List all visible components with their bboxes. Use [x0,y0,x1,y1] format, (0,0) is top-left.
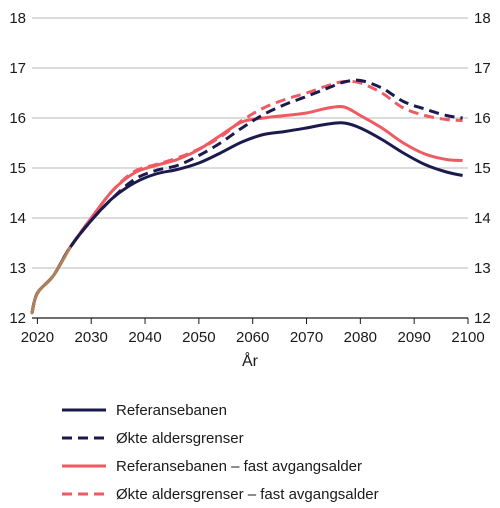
y-tick-label-left: 12 [9,310,26,327]
y-tick-label-right: 13 [474,260,491,277]
y-tick-label-left: 13 [9,260,26,277]
x-tick-label: 2090 [397,329,430,346]
y-tick-label-left: 15 [9,160,26,177]
x-tick-label: 2060 [236,329,269,346]
y-axis-right-ticks: 12 13 14 15 16 17 18 [474,10,491,327]
series-line-4 [30,79,463,314]
y-tick-label-right: 15 [474,160,491,177]
x-axis-label: År [242,351,259,370]
x-axis: 2020 2030 2040 2050 2060 2070 2080 2090 2100 [21,318,485,346]
y-tick-label-right: 18 [474,10,491,27]
y-tick-label-right: 14 [474,210,491,227]
y-axis-left-ticks: 12 13 14 15 16 17 18 [9,10,26,327]
legend-label-1: Referansebanen [116,402,227,419]
y-tick-label-left: 18 [9,10,26,27]
shared-history-segment [30,246,72,315]
series-line-2 [30,78,463,314]
x-tick-label: 2070 [290,329,323,346]
y-tick-label-right: 17 [474,60,491,77]
x-tick-label: 2030 [75,329,108,346]
y-tick-label-left: 16 [9,110,26,127]
x-tick-label: 2020 [21,329,54,346]
x-tick-label: 2040 [128,329,161,346]
y-tick-label-left: 14 [9,210,26,227]
legend: Referansebanen Økte aldersgrenser Referans… [62,402,379,503]
legend-label-2: Økte aldersgrenser [116,430,244,447]
y-tick-label-left: 17 [9,60,26,77]
series-line-3 [30,105,463,314]
y-tick-label-right: 12 [474,310,491,327]
y-tick-label-right: 16 [474,110,491,127]
x-tick-label: 2100 [451,329,484,346]
series-lines [30,78,463,315]
legend-label-4: Økte aldersgrenser – fast avgangsalder [116,486,379,503]
legend-label-3: Referansebanen – fast avgangsalder [116,458,362,475]
grid-lines [32,17,468,319]
x-tick-label: 2080 [344,329,377,346]
x-tick-label: 2050 [182,329,215,346]
